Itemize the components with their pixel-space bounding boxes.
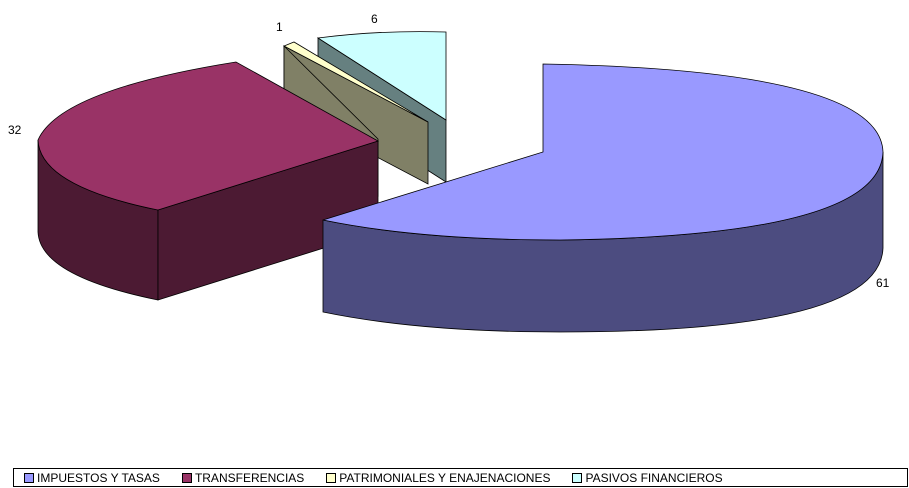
legend-label-impuestos: IMPUESTOS Y TASAS — [37, 470, 160, 485]
data-label-transferencias: 32 — [8, 123, 22, 137]
legend-item-pasivos: PASIVOS FINANCIEROS — [572, 470, 723, 485]
legend-swatch-transferencias — [181, 472, 192, 483]
legend-item-impuestos: IMPUESTOS Y TASAS — [24, 471, 160, 485]
chart-legend: IMPUESTOS Y TASAS TRANSFERENCIAS PATRIMO… — [13, 468, 908, 487]
legend-label-pasivos: PASIVOS FINANCIEROS — [585, 470, 723, 485]
slice-top-transferencias — [37, 61, 380, 211]
data-label-impuestos: 61 — [876, 276, 890, 290]
data-label-patrimoniales: 1 — [276, 20, 283, 34]
legend-item-patrimoniales: PATRIMONIALES Y ENAJENACIONES — [326, 471, 550, 485]
slice-top-patrimoniales — [283, 41, 429, 123]
legend-swatch-impuestos — [24, 472, 34, 483]
legend-item-transferencias: TRANSFERENCIAS — [181, 470, 305, 485]
slice-top-pasivos — [316, 31, 447, 121]
slice-top-impuestos — [322, 63, 884, 241]
legend-label-transferencias: TRANSFERENCIAS — [194, 470, 305, 485]
data-label-pasivos: 6 — [371, 12, 378, 26]
pie-slice-transferencias — [37, 61, 380, 301]
pie-slice-impuestos-y-tasas — [322, 63, 884, 333]
legend-swatch-pasivos — [572, 472, 583, 483]
legend-label-patrimoniales: PATRIMONIALES Y ENAJENACIONES — [339, 470, 551, 485]
legend-swatch-patrimoniales — [326, 472, 337, 483]
pie-chart: 61 32 1 6 — [8, 12, 890, 333]
